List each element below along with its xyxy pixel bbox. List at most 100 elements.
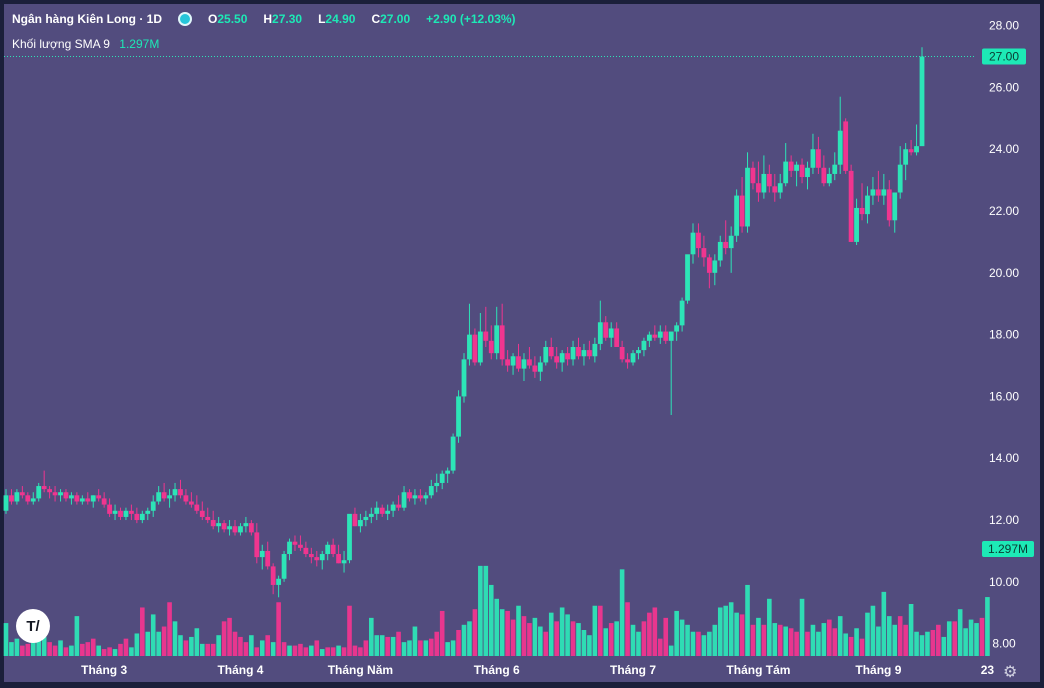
volume-bar xyxy=(636,631,641,656)
volume-bar xyxy=(816,631,821,656)
candle-body xyxy=(532,365,538,372)
y-tick-label: 28.00 xyxy=(989,19,1019,33)
candle-body xyxy=(499,325,505,360)
volume-bar xyxy=(963,628,968,656)
candle-body xyxy=(401,492,407,508)
volume-bar xyxy=(701,635,707,656)
volume-bar xyxy=(385,636,390,656)
volume-bar xyxy=(47,642,52,656)
candle-body xyxy=(832,164,838,174)
volume-bar xyxy=(25,643,31,656)
candle-body xyxy=(570,346,576,360)
volume-bar xyxy=(565,614,570,656)
candle-body xyxy=(663,331,669,341)
candle-body xyxy=(434,482,440,487)
candle-body xyxy=(527,359,532,366)
volume-bar xyxy=(499,609,505,656)
volume-bar xyxy=(848,636,854,656)
candle-body xyxy=(739,195,745,227)
tradingview-logo-icon[interactable]: T/ xyxy=(16,609,50,643)
volume-bar xyxy=(14,638,20,656)
candle-body xyxy=(308,554,314,558)
candle-body xyxy=(597,322,603,344)
candle-body xyxy=(210,520,216,527)
candle-body xyxy=(477,331,483,363)
volume-bar xyxy=(587,635,592,656)
volume-bar xyxy=(9,642,14,656)
volume-price-label: 1.297M xyxy=(988,542,1028,556)
volume-bar xyxy=(832,628,838,656)
volume-bar xyxy=(189,636,194,656)
candle-body xyxy=(390,504,396,511)
candle-body xyxy=(816,149,821,168)
candle-body xyxy=(461,359,467,397)
volume-bar xyxy=(341,647,347,656)
volume-bar xyxy=(309,645,314,656)
candle-body xyxy=(336,554,341,564)
volume-bar xyxy=(679,619,685,656)
candle-body xyxy=(614,328,620,347)
volume-bar xyxy=(259,640,265,656)
volume-bar xyxy=(205,643,211,656)
volume-bar xyxy=(974,623,979,656)
volume-bar xyxy=(172,621,178,656)
volume-bar xyxy=(745,584,750,656)
volume-bar xyxy=(281,642,287,656)
volume-bar xyxy=(603,628,609,656)
volume-bar xyxy=(352,645,358,656)
ohlc-low: L24.90 xyxy=(318,12,356,26)
candle-body xyxy=(439,473,445,483)
candle-body xyxy=(548,346,554,357)
gear-icon[interactable]: ⚙ xyxy=(1003,664,1018,681)
candle-body xyxy=(788,161,794,171)
volume-bar xyxy=(788,628,794,656)
volume-bar xyxy=(663,617,669,656)
volume-bar xyxy=(968,619,974,656)
volume-bar xyxy=(439,610,445,656)
volume-bar xyxy=(854,628,859,656)
volume-bar xyxy=(483,565,489,656)
candle-body xyxy=(881,189,887,196)
candle-body xyxy=(843,121,849,171)
volume-bar xyxy=(821,623,827,656)
candle-body xyxy=(488,340,494,354)
candle-body xyxy=(554,356,560,363)
candle-body xyxy=(199,510,205,517)
volume-bar xyxy=(270,642,276,656)
candle-body xyxy=(254,532,260,558)
volume-bar xyxy=(652,607,658,656)
volume-bar xyxy=(892,624,898,656)
y-tick-label: 16.00 xyxy=(989,389,1019,403)
volume-bar xyxy=(254,647,260,656)
candle-body xyxy=(505,359,511,366)
volume-bar xyxy=(581,630,587,656)
candle-body xyxy=(734,195,740,236)
volume-bar xyxy=(761,624,767,656)
volume-bar xyxy=(401,642,407,656)
volume-bar xyxy=(548,612,554,656)
candle-body xyxy=(36,486,42,499)
volume-bar xyxy=(412,626,418,656)
candle-body xyxy=(799,164,805,178)
candle-body xyxy=(9,495,14,502)
candle-body xyxy=(750,167,756,184)
candle-body xyxy=(685,254,690,301)
candle-body xyxy=(3,495,9,511)
volume-bar xyxy=(685,624,690,656)
volume-bar xyxy=(129,647,134,656)
candle-body xyxy=(603,322,609,338)
volume-bar xyxy=(494,598,500,656)
candle-body xyxy=(167,495,172,499)
market-status-icon[interactable] xyxy=(178,12,192,26)
candle-body xyxy=(129,510,134,514)
candle-body xyxy=(292,541,298,545)
candle-body xyxy=(886,189,892,221)
candle-body xyxy=(712,260,718,273)
candle-body xyxy=(608,328,614,338)
candle-body xyxy=(537,362,543,372)
y-tick-label: 8.00 xyxy=(992,637,1016,651)
candle-body xyxy=(756,183,761,193)
candle-body xyxy=(396,504,401,508)
